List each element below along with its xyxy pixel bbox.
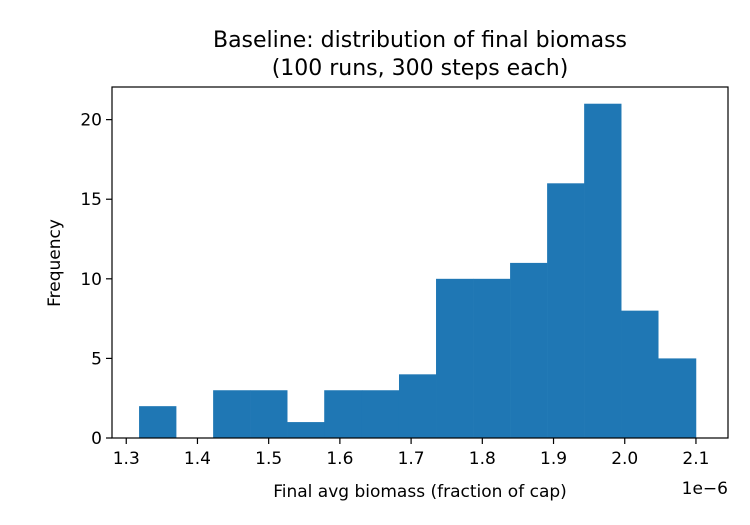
- chart-title-line-2: (100 runs, 300 steps each): [272, 56, 569, 81]
- histogram-bar: [584, 103, 622, 438]
- x-axis-label: Final avg biomass (fraction of cap): [273, 482, 567, 502]
- histogram-bar: [436, 278, 474, 438]
- histogram-bar: [658, 358, 697, 438]
- bars-group: [139, 103, 697, 438]
- x-tick-label: 2.0: [611, 449, 638, 469]
- y-tick-label: 15: [80, 190, 102, 210]
- y-axis-label: Frequency: [45, 219, 65, 307]
- histogram-bar: [287, 422, 325, 438]
- histogram-bar: [139, 406, 177, 438]
- histogram-bar: [473, 278, 511, 438]
- x-axis-ticks: 1.3 1.4 1.5 1.6 1.7 1.8 1.9 2.0 2.1: [113, 438, 709, 469]
- histogram-bar: [213, 390, 251, 438]
- histogram-bar: [398, 374, 437, 438]
- y-tick-label: 10: [80, 270, 102, 290]
- x-axis-offset-label: 1e−6: [682, 479, 728, 499]
- histogram-bar: [547, 183, 585, 438]
- x-tick-label: 1.9: [540, 449, 567, 469]
- chart-title-line-1: Baseline: distribution of final biomass: [213, 28, 627, 53]
- histogram-bar: [510, 262, 548, 438]
- histogram-bar: [250, 390, 288, 438]
- y-tick-label: 0: [91, 429, 102, 449]
- x-tick-label: 1.3: [113, 449, 140, 469]
- x-tick-label: 2.1: [682, 449, 709, 469]
- x-tick-label: 1.5: [255, 449, 282, 469]
- x-tick-label: 1.6: [326, 449, 353, 469]
- y-tick-label: 5: [91, 349, 102, 369]
- x-tick-label: 1.8: [469, 449, 496, 469]
- y-axis-ticks: 0 5 10 15 20: [80, 111, 112, 449]
- plot-frame: [111, 86, 729, 439]
- x-tick-label: 1.4: [184, 449, 211, 469]
- y-tick-label: 20: [80, 111, 102, 131]
- x-tick-label: 1.7: [398, 449, 425, 469]
- histogram-bar: [361, 390, 400, 438]
- histogram-bar: [324, 390, 363, 438]
- histogram-bar: [621, 310, 659, 438]
